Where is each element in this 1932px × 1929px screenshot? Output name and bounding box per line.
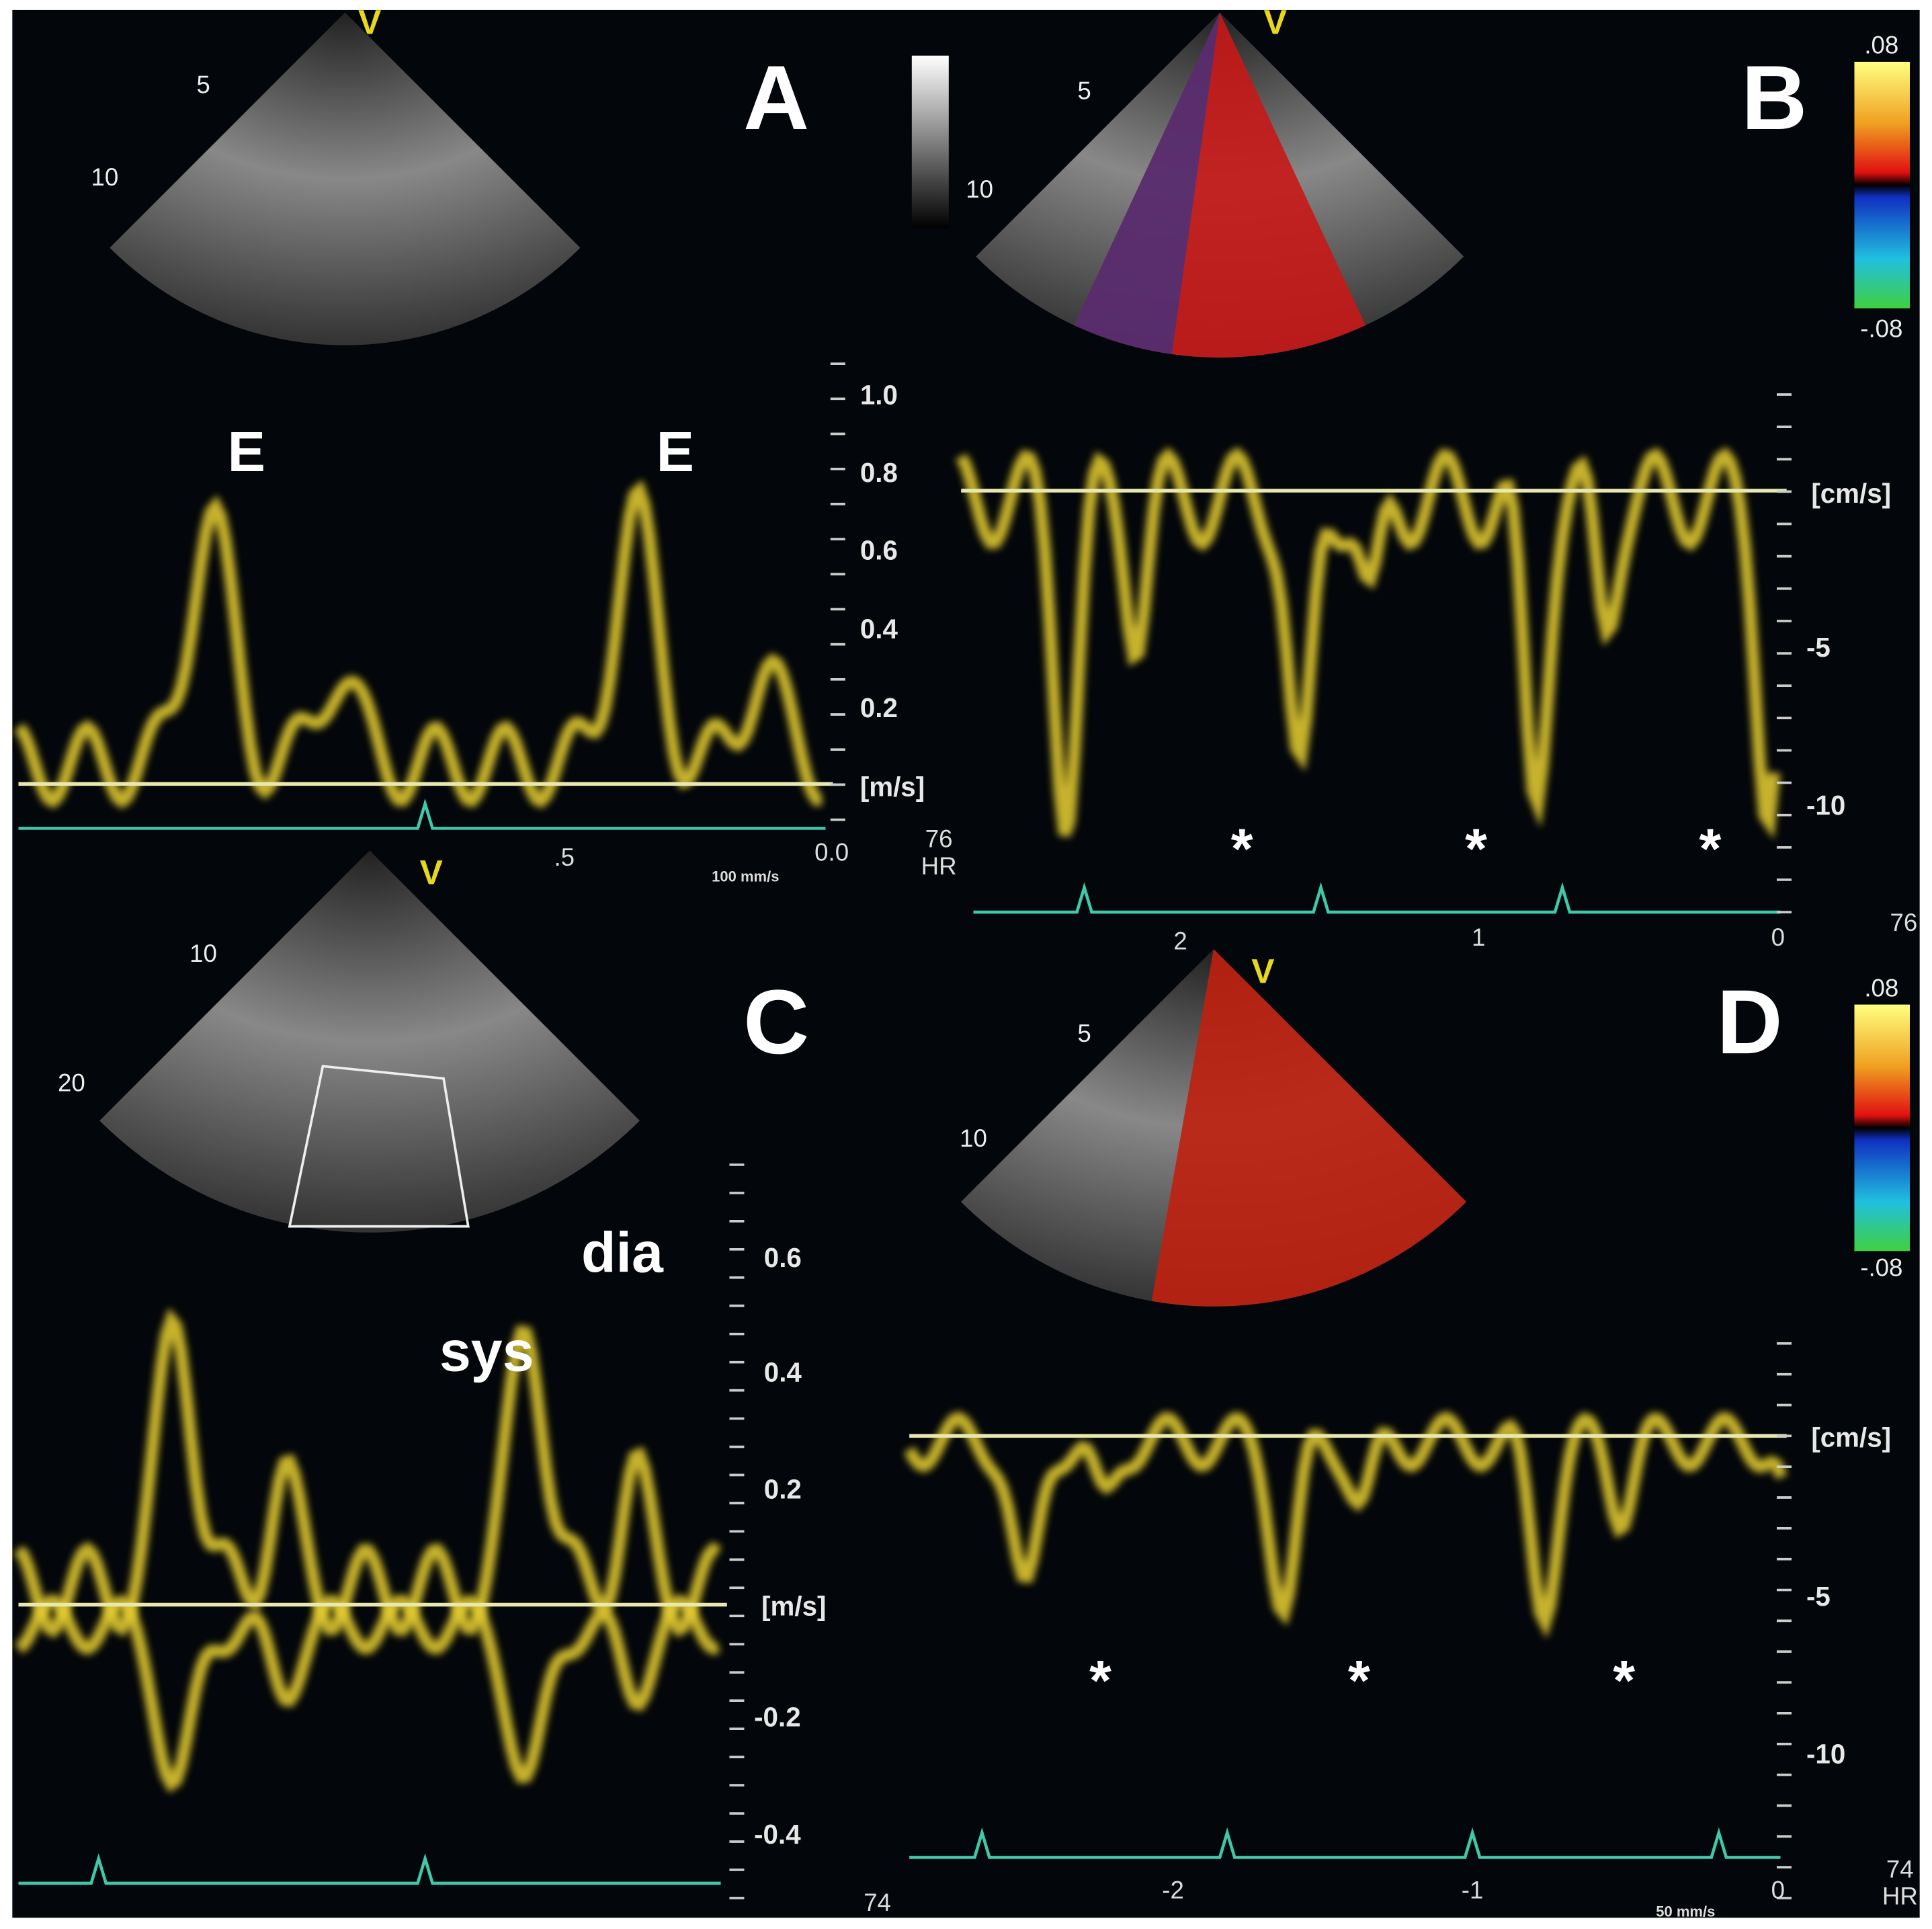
tick-text: -0.2	[754, 1702, 801, 1733]
ann-text: *	[1089, 1649, 1111, 1712]
tick-text: 0.8	[860, 457, 898, 488]
depth-text: 5	[1077, 1020, 1091, 1047]
ann-text: E	[657, 420, 694, 483]
doppler-trace	[13, 1307, 722, 1639]
hr-text: 76	[925, 825, 953, 852]
panel-label: C	[743, 971, 809, 1073]
hr-text: 0	[1771, 924, 1785, 951]
doppler-trace	[956, 446, 1781, 839]
tick-text: [m/s]	[761, 1591, 826, 1622]
panel-label: A	[743, 46, 809, 149]
hr-text: 0	[1771, 1876, 1785, 1903]
tick-text: -10	[1806, 790, 1845, 821]
sample-box	[288, 1065, 470, 1228]
ann-text: *	[1699, 817, 1722, 880]
tick-text: 1.0	[860, 379, 898, 410]
probe-text: V	[1251, 952, 1274, 990]
hr-text: 74	[864, 1889, 891, 1916]
tick-text: 0.6	[860, 534, 898, 565]
sector-image	[1151, 949, 1467, 1307]
ann-text: E	[228, 420, 265, 483]
hr-text: 74	[1886, 1855, 1914, 1883]
depth-text: 10	[960, 1124, 987, 1152]
doppler-trace	[904, 1411, 1788, 1639]
cs-text: .08	[1864, 32, 1898, 59]
probe-text: V	[358, 3, 381, 41]
hr-text: 2	[1173, 928, 1187, 955]
depth-text: 10	[966, 175, 993, 203]
tick-text: 0.4	[764, 1356, 802, 1387]
sector-image	[110, 12, 581, 345]
hr-text: -2	[1162, 1876, 1184, 1903]
ann-text: sys	[439, 1319, 534, 1383]
tick-text: 0.4	[860, 614, 898, 645]
ann-text: *	[1348, 1649, 1370, 1712]
decoration	[13, 12, 1792, 1899]
cs-text: -.08	[1860, 315, 1902, 342]
ecg-trace	[18, 1853, 721, 1885]
depth-text: 10	[190, 940, 217, 967]
hr-text: .5	[554, 844, 575, 871]
color-bar	[1854, 61, 1910, 309]
depth-text: 10	[91, 163, 118, 191]
tick-text: 0.2	[860, 692, 898, 723]
ann-text: *	[1613, 1649, 1635, 1712]
cs-text: -.08	[1860, 1254, 1902, 1281]
sector-image	[1074, 12, 1220, 354]
sm-text: 50 mm/s	[1656, 1903, 1715, 1920]
grayscale-bar	[911, 55, 949, 229]
cs-text: .08	[1864, 974, 1898, 1001]
hr-text: 0.0	[814, 839, 849, 866]
panel-label: D	[1717, 971, 1783, 1073]
tick-text: 0.2	[764, 1473, 802, 1504]
ecg-trace	[909, 1827, 1781, 1859]
ann-text: *	[1465, 817, 1487, 880]
tick-text: -5	[1806, 632, 1831, 663]
probe-text: V	[420, 854, 443, 892]
tick-text: 0.6	[764, 1242, 802, 1273]
hr-text: HR	[921, 852, 957, 880]
depth-text: 20	[58, 1069, 85, 1096]
ann-text: dia	[581, 1221, 664, 1284]
hr-text: HR	[1882, 1883, 1918, 1910]
hr-text: -1	[1462, 1876, 1484, 1903]
tick-text: -10	[1806, 1739, 1845, 1770]
ecg-trace	[18, 798, 826, 830]
tick-text: [cm/s]	[1811, 478, 1891, 509]
tick-text: [cm/s]	[1811, 1422, 1891, 1452]
sector-image	[99, 850, 640, 1233]
doppler-trace	[13, 479, 823, 809]
ecg-trace	[973, 882, 1781, 914]
doppler-trace	[15, 1594, 720, 1793]
tick-text: -0.4	[754, 1819, 801, 1850]
hr-text: 1	[1472, 924, 1485, 951]
ann-text: *	[1231, 817, 1253, 880]
hr-text: 76	[1890, 909, 1917, 936]
tick-text: [m/s]	[860, 771, 925, 802]
panel-label: B	[1741, 46, 1807, 149]
probe-text: V	[1264, 3, 1287, 41]
depth-text: 5	[196, 71, 210, 98]
tick-text: -5	[1806, 1581, 1831, 1612]
color-bar	[1854, 1004, 1910, 1251]
sm-text: 100 mm/s	[712, 868, 779, 885]
depth-text: 5	[1077, 77, 1091, 104]
